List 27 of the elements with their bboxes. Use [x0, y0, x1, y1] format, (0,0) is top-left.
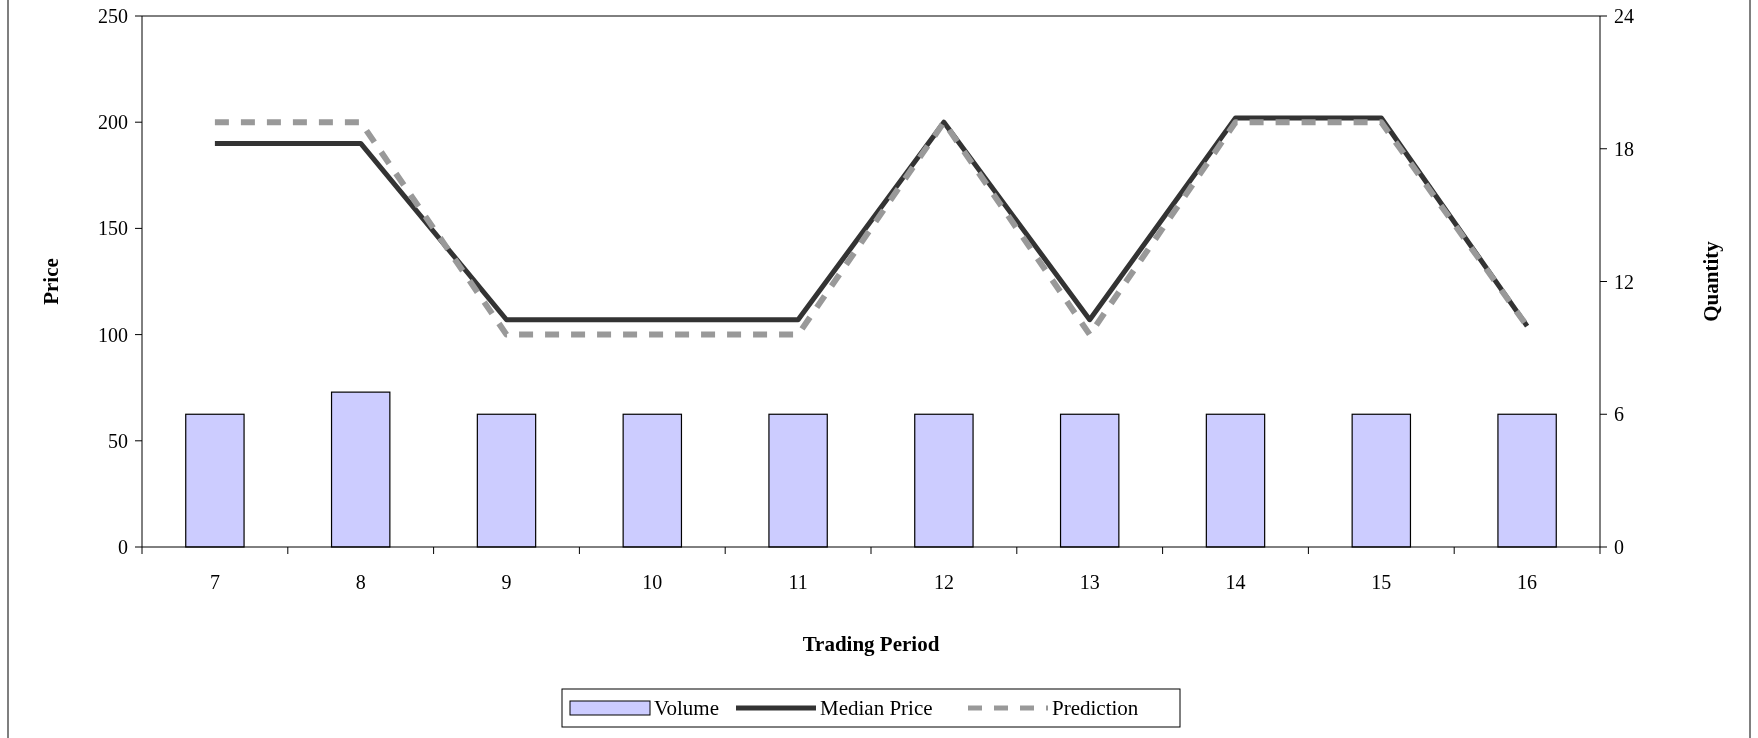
- y2-tick-label: 6: [1614, 403, 1624, 426]
- x-tick-label: 12: [933, 571, 954, 593]
- y-axis-title: Price: [39, 258, 63, 305]
- x-tick-label: 14: [1225, 571, 1246, 593]
- legend-label: Volume: [654, 696, 719, 720]
- y-tick-label: 0: [118, 536, 128, 558]
- y2-axis-title: Quantity: [1699, 240, 1723, 322]
- x-tick-label: 11: [788, 571, 808, 593]
- y2-tick-label: 12: [1614, 270, 1634, 293]
- y-tick-label: 200: [98, 111, 128, 134]
- x-tick-label: 8: [355, 571, 366, 593]
- x-tick-label: 10: [642, 571, 663, 593]
- x-tick-label: 15: [1371, 571, 1392, 593]
- y-tick-label: 250: [98, 5, 128, 27]
- x-tick-label: 9: [501, 571, 512, 593]
- x-tick-label: 7: [209, 571, 220, 593]
- x-tick-label: 13: [1079, 571, 1100, 593]
- x-axis-title: Trading Period: [802, 632, 940, 656]
- y-tick-label: 150: [98, 217, 128, 240]
- y2-tick-label: 18: [1614, 137, 1634, 160]
- legend-label: Median Price: [820, 696, 933, 720]
- y-tick-label: 100: [98, 323, 128, 346]
- legend-label: Prediction: [1052, 696, 1139, 720]
- y-tick-label: 50: [108, 429, 128, 452]
- x-tick-label: 16: [1517, 571, 1538, 593]
- y2-tick-label: 0: [1614, 536, 1624, 558]
- y2-tick-label: 24: [1614, 5, 1634, 27]
